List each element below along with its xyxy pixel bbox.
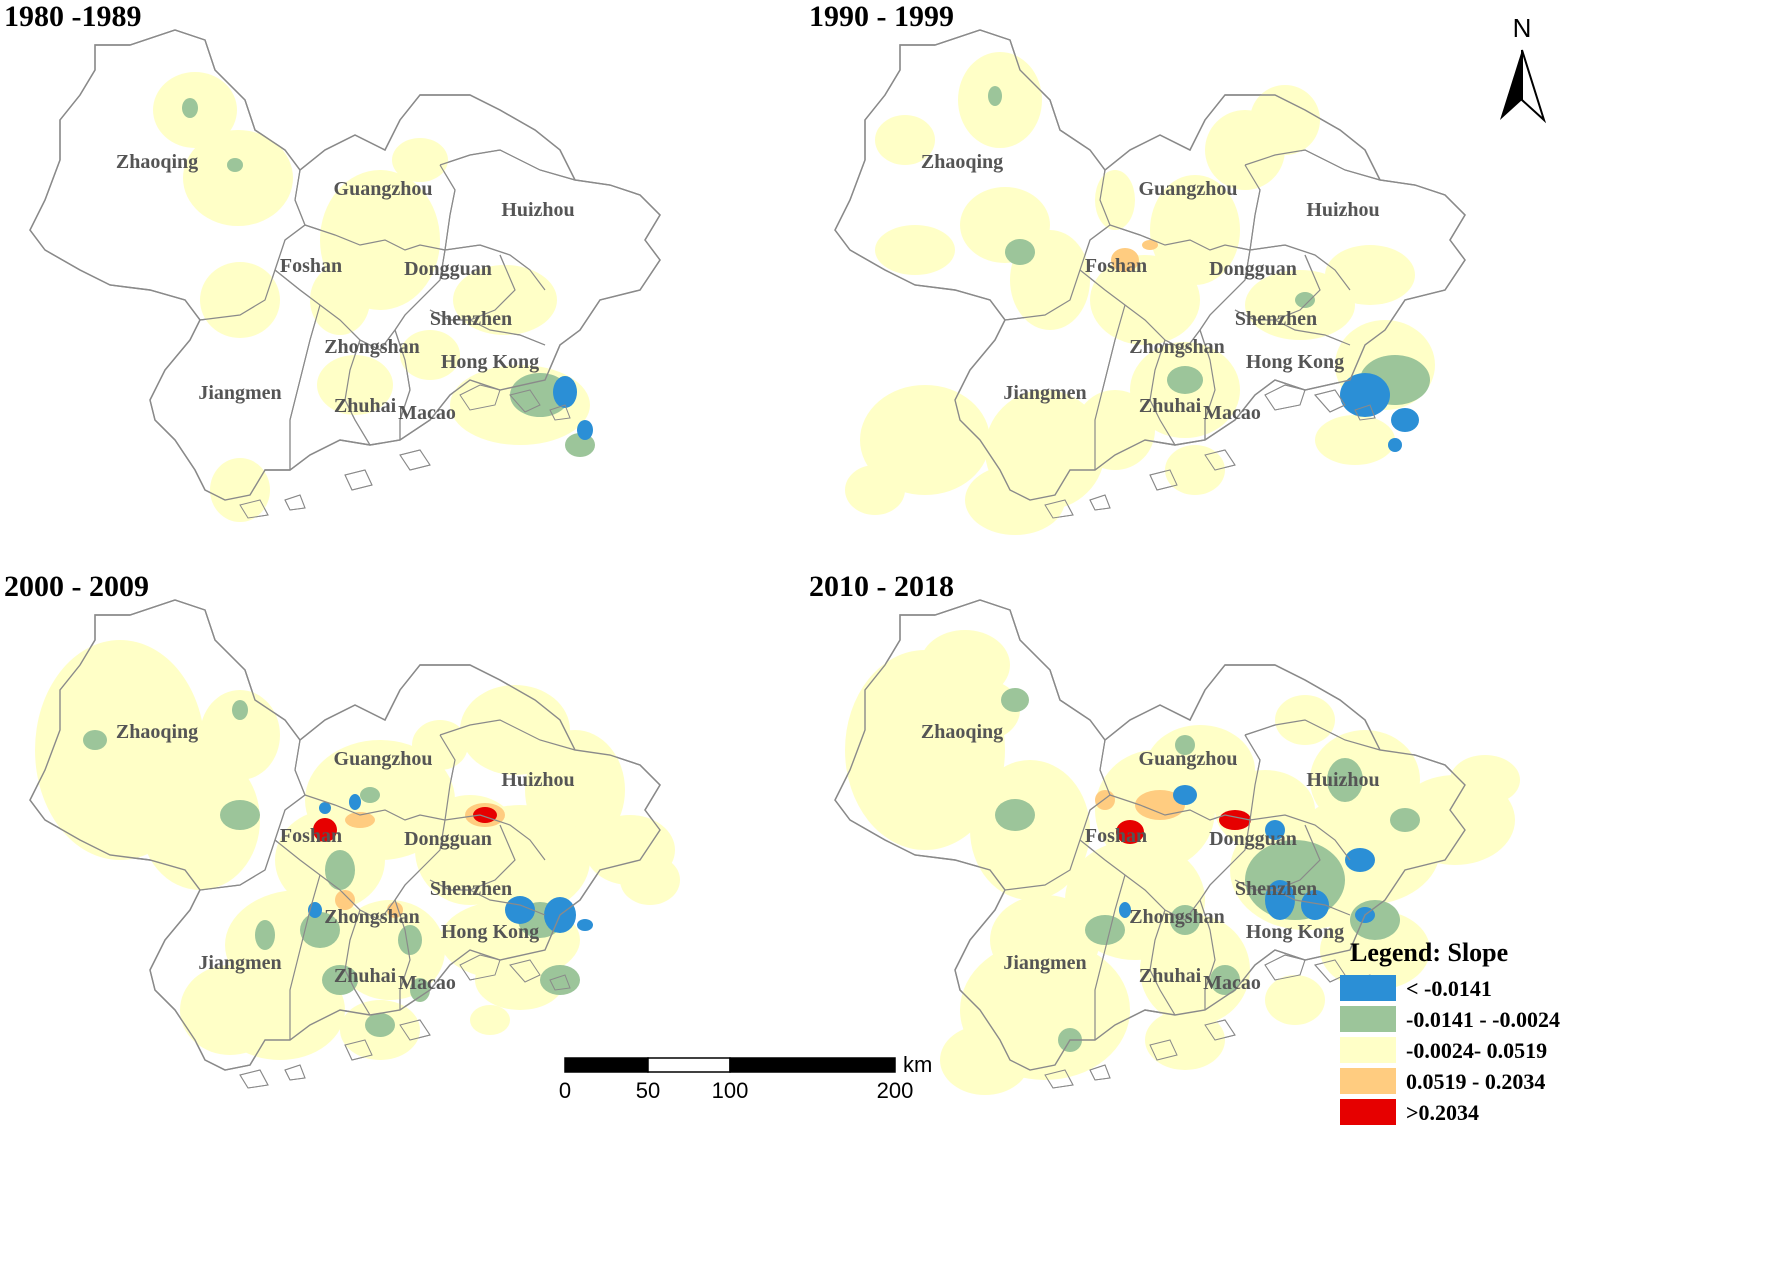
map-panel: 2000 - 2009 Zhaoqing Guangzhou Huizhou Fosha…	[4, 570, 680, 1089]
scale-tick-label: 200	[877, 1078, 914, 1103]
city-label: Macao	[1203, 972, 1261, 994]
city-label: Macao	[1203, 402, 1261, 424]
slope-patch-c1	[577, 919, 593, 931]
city-label: Shenzhen	[430, 878, 512, 900]
city-label: Dongguan	[1209, 258, 1297, 280]
slope-patch-c1	[1388, 438, 1402, 452]
legend-label: < -0.0141	[1406, 976, 1492, 1001]
slope-patch-c1	[553, 376, 577, 408]
legend-label: -0.0141 - -0.0024	[1406, 1007, 1560, 1032]
city-label: Zhuhai	[334, 395, 397, 417]
city-label: Huizhou	[501, 769, 574, 791]
city-label: Zhaoqing	[921, 721, 1003, 743]
city-label: Zhuhai	[334, 965, 397, 987]
legend-label: >0.2034	[1406, 1100, 1479, 1125]
city-label: Zhongshan	[324, 906, 420, 928]
city-label: Zhaoqing	[116, 151, 198, 173]
city-label: Shenzhen	[1235, 878, 1317, 900]
city-label: Guangzhou	[1139, 178, 1238, 200]
legend: Legend: Slope < -0.0141 -0.0141 - -0.0024…	[1340, 938, 1560, 1125]
slope-patch-c3	[1265, 975, 1325, 1025]
scale-tick-label: 0	[559, 1078, 571, 1103]
scale-bar: km 0 50 100 200	[559, 1052, 932, 1103]
city-label: Guangzhou	[1139, 748, 1238, 770]
slope-patch-c1	[577, 420, 593, 440]
legend-swatch	[1340, 1006, 1396, 1032]
scale-unit: km	[903, 1052, 932, 1077]
city-label: Dongguan	[404, 258, 492, 280]
city-label: Zhongshan	[1129, 336, 1225, 358]
panel-title: 1980 -1989	[4, 0, 142, 33]
scale-tick-label: 100	[712, 1078, 749, 1103]
city-label: Shenzhen	[1235, 308, 1317, 330]
city-label: Zhuhai	[1139, 965, 1202, 987]
city-label: Shenzhen	[430, 308, 512, 330]
slope-patch-c3	[1315, 415, 1395, 465]
city-label: Jiangmen	[198, 382, 281, 404]
legend-label: 0.0519 - 0.2034	[1406, 1069, 1545, 1094]
city-label: Dongguan	[404, 828, 492, 850]
legend-title: Legend: Slope	[1350, 938, 1508, 967]
city-label: Foshan	[280, 825, 342, 847]
slope-patch-c1	[1340, 373, 1390, 417]
city-label: Guangzhou	[334, 748, 433, 770]
city-label: Jiangmen	[198, 952, 281, 974]
city-label: Hong Kong	[441, 921, 539, 943]
panel-title: 2010 - 2018	[809, 570, 954, 603]
city-label: Jiangmen	[1003, 382, 1086, 404]
map-panel: 2010 - 2018 Zhaoqing Guangzhou Huizhou Fosha…	[809, 570, 1520, 1095]
slope-patch-c3	[1450, 755, 1520, 805]
legend-swatch	[1340, 1068, 1396, 1094]
city-label: Foshan	[1085, 825, 1147, 847]
legend-swatch	[1340, 975, 1396, 1001]
scale-tick-label: 50	[636, 1078, 660, 1103]
city-label: Macao	[398, 402, 456, 424]
north-arrow: N	[1500, 13, 1547, 124]
city-label: Macao	[398, 972, 456, 994]
slope-patch-c3	[1145, 1010, 1225, 1070]
city-label: Huizhou	[1306, 199, 1379, 221]
panel-title: 1990 - 1999	[809, 0, 954, 33]
city-label: Foshan	[1085, 255, 1147, 277]
map-panel: 1990 - 1999 Zhaoqing Guangzhou Huizhou Fosha…	[809, 0, 1466, 535]
legend-swatch	[1340, 1037, 1396, 1063]
city-label: Huizhou	[501, 199, 574, 221]
map-panel: 1980 -1989 Zhaoqing Guangzhou Huizhou Foshan…	[4, 0, 661, 522]
city-label: Hong Kong	[441, 351, 539, 373]
slope-patch-c3	[845, 465, 905, 515]
city-label: Jiangmen	[1003, 952, 1086, 974]
city-label: Zhongshan	[1129, 906, 1225, 928]
city-label: Guangzhou	[334, 178, 433, 200]
city-label: Zhaoqing	[116, 721, 198, 743]
slope-patch-c3	[470, 1005, 510, 1035]
slope-patch-c2	[365, 1013, 395, 1037]
city-label: Dongguan	[1209, 828, 1297, 850]
city-label: Huizhou	[1306, 769, 1379, 791]
city-label: Hong Kong	[1246, 921, 1344, 943]
slope-patch-c3	[620, 855, 680, 905]
legend-swatch	[1340, 1099, 1396, 1125]
city-label: Foshan	[280, 255, 342, 277]
city-label: Zhaoqing	[921, 151, 1003, 173]
north-arrow-icon	[1500, 50, 1522, 120]
city-label: Zhuhai	[1139, 395, 1202, 417]
city-label: Hong Kong	[1246, 351, 1344, 373]
slope-patch-c1	[1391, 408, 1419, 432]
panel-title: 2000 - 2009	[4, 570, 149, 603]
city-label: Zhongshan	[324, 336, 420, 358]
north-label: N	[1513, 13, 1532, 43]
legend-label: -0.0024- 0.0519	[1406, 1038, 1547, 1063]
